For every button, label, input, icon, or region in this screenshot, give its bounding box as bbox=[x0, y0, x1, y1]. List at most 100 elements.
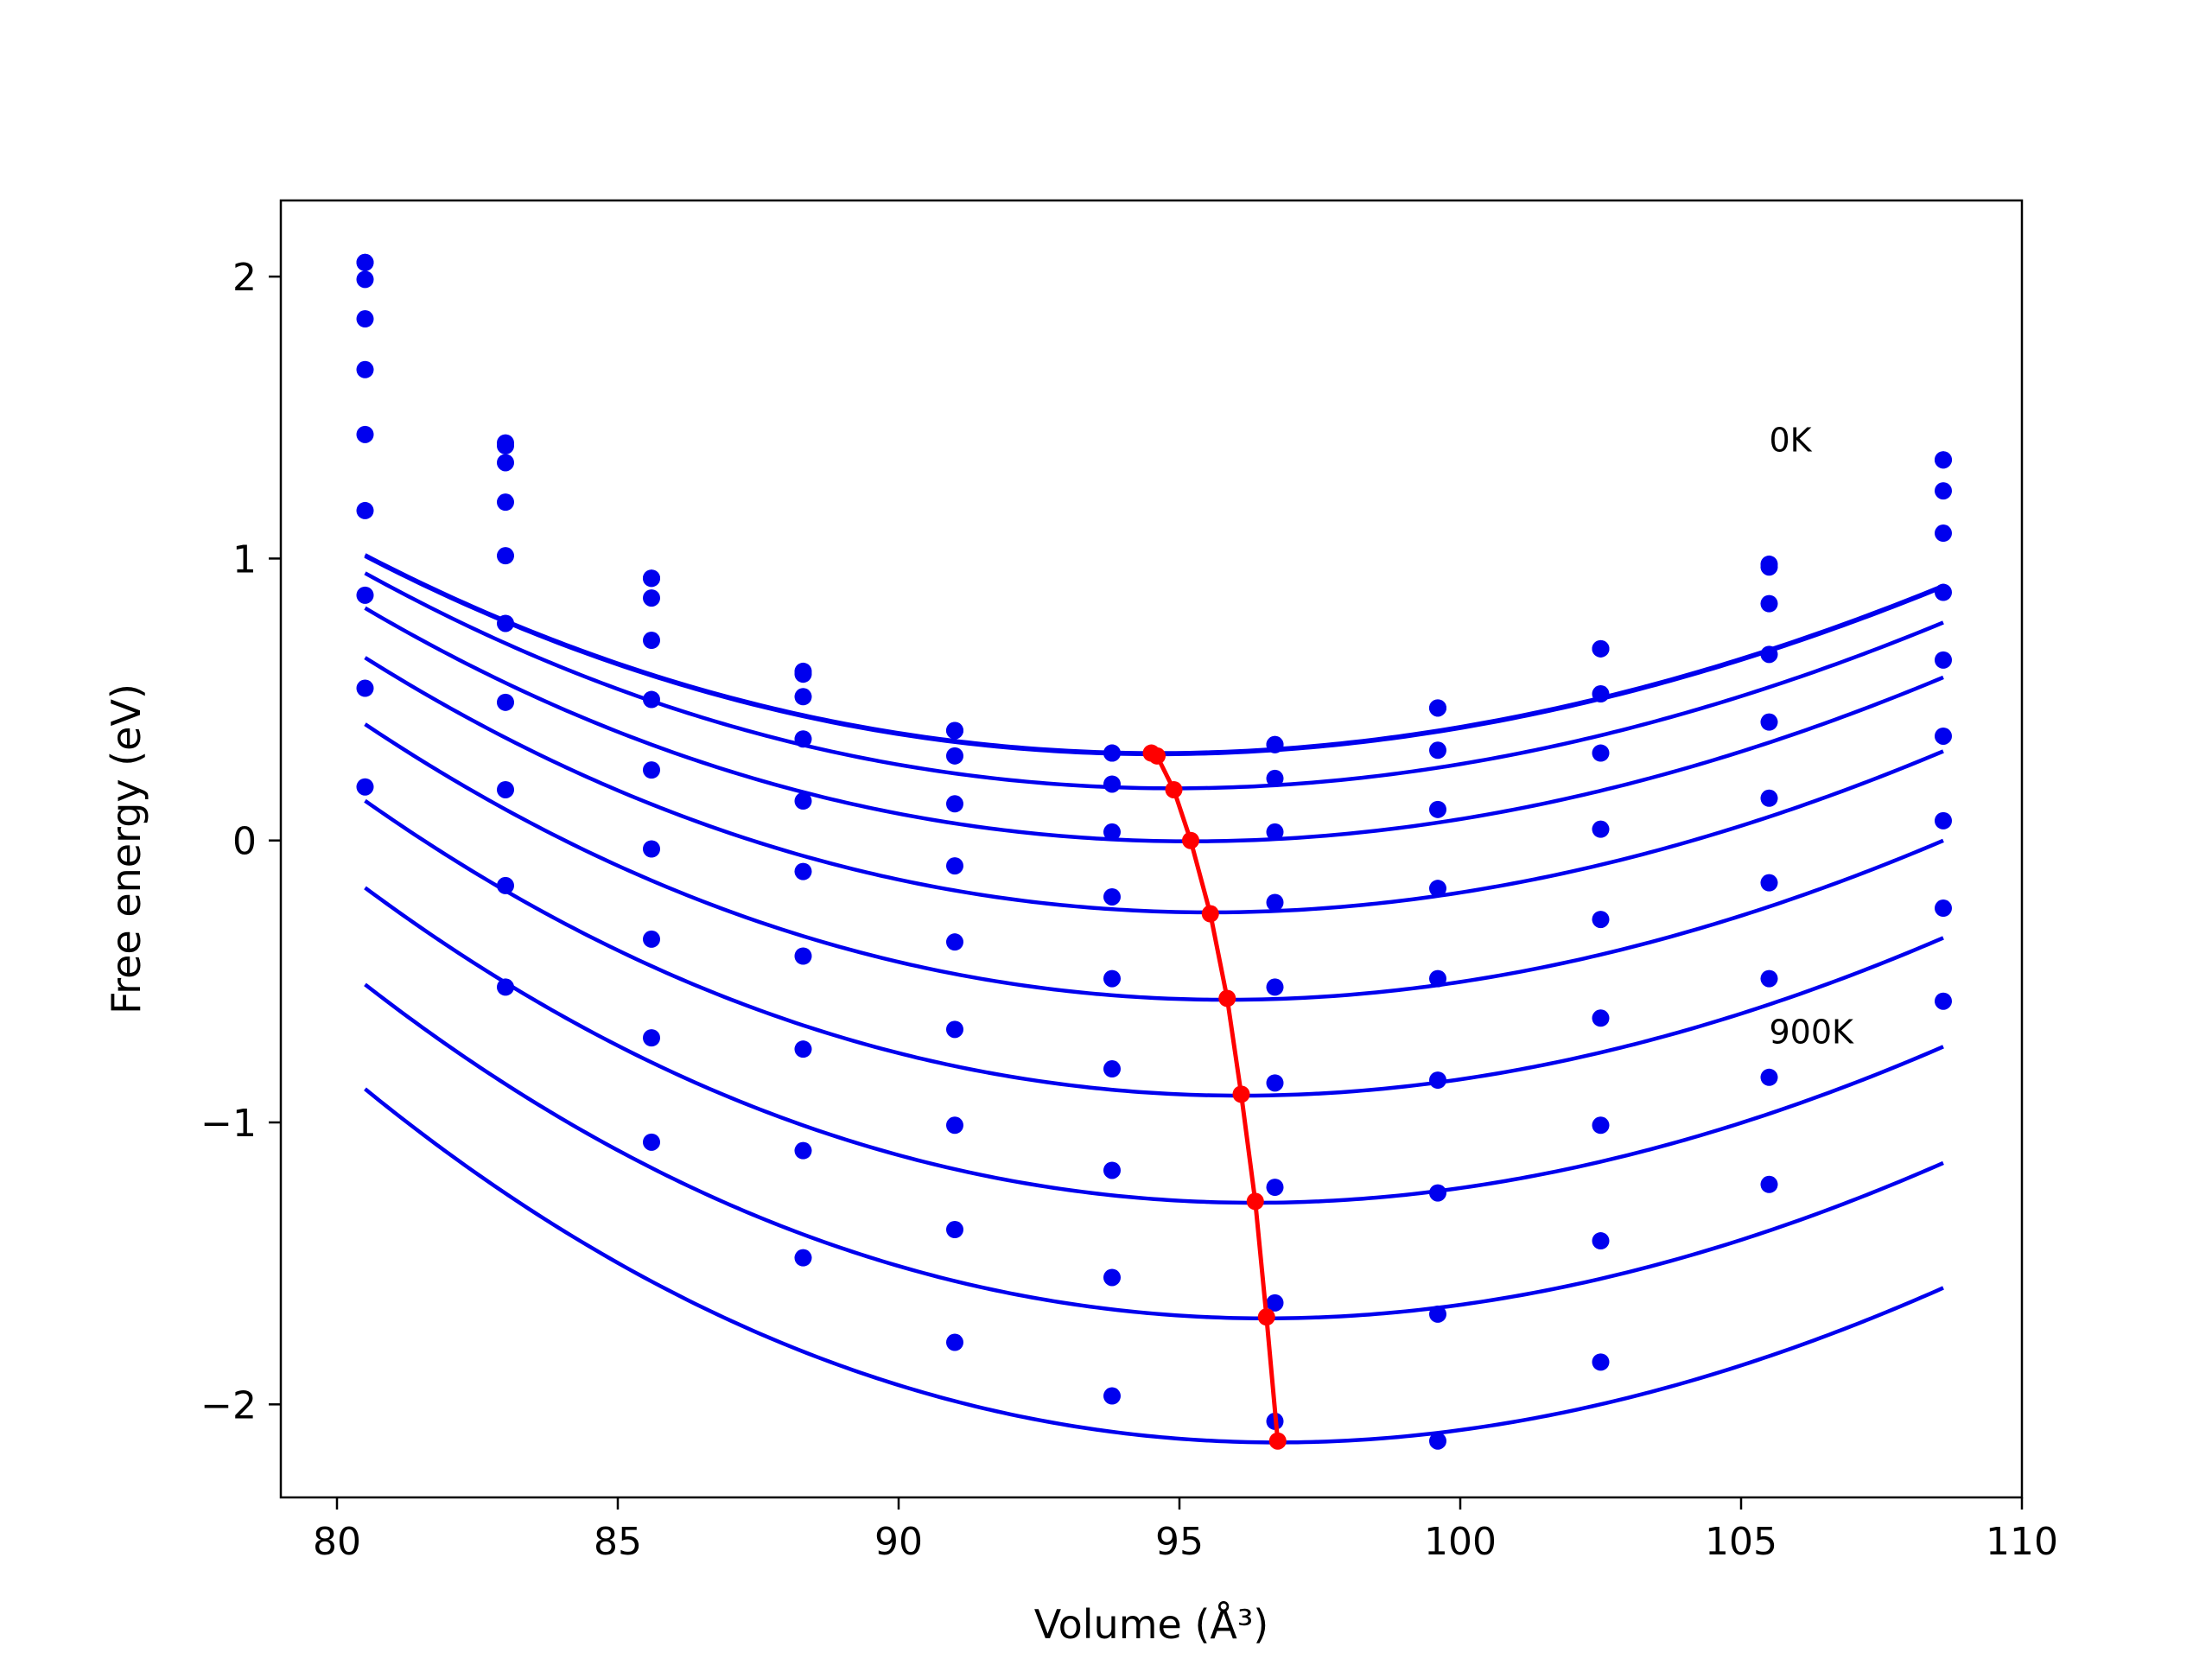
data-point-s2-6 bbox=[1266, 769, 1284, 787]
data-point-s9-10 bbox=[1935, 992, 1952, 1010]
data-point-s1-4 bbox=[946, 721, 963, 740]
x-tick-label-5: 105 bbox=[1705, 1520, 1777, 1564]
data-point-s8-2 bbox=[643, 1029, 660, 1047]
data-point-s6-7 bbox=[1429, 1071, 1446, 1090]
data-point-s1-2 bbox=[643, 569, 660, 588]
data-point-s4-6 bbox=[1266, 893, 1284, 912]
minimum-path-line bbox=[1150, 751, 1281, 1441]
data-point-s7-8 bbox=[1592, 1116, 1610, 1135]
data-point-s6-4 bbox=[946, 1020, 963, 1039]
data-point-s4-1 bbox=[497, 547, 514, 565]
minimum-point-5 bbox=[1218, 989, 1236, 1007]
data-point-s9-5 bbox=[1103, 1387, 1121, 1405]
data-point-s6-6 bbox=[1266, 1074, 1284, 1092]
data-point-s1-10 bbox=[1935, 451, 1952, 469]
data-point-s8-6 bbox=[1266, 1294, 1284, 1312]
data-point-s3-1 bbox=[497, 493, 514, 512]
data-point-s7-10 bbox=[1935, 811, 1952, 830]
data-point-s1-0 bbox=[356, 253, 374, 271]
y-tick-label-1: −1 bbox=[200, 1102, 257, 1146]
x-tick-label-6: 110 bbox=[1986, 1520, 2058, 1564]
fit-curve-6 bbox=[364, 798, 1944, 1098]
minimum-point-6 bbox=[1232, 1085, 1250, 1103]
data-point-s6-0 bbox=[356, 501, 374, 519]
minimum-point-7 bbox=[1246, 1192, 1264, 1211]
minimum-point-4 bbox=[1201, 905, 1219, 923]
data-point-s9-3 bbox=[794, 1249, 812, 1267]
data-point-s7-0 bbox=[356, 586, 374, 604]
data-point-s5-7 bbox=[1429, 969, 1446, 988]
data-point-s4-9 bbox=[1760, 713, 1778, 731]
data-point-s7-2 bbox=[643, 930, 660, 948]
y-tick-label-4: 2 bbox=[232, 256, 257, 300]
data-point-s4-2 bbox=[643, 690, 660, 709]
annotation-0k: 0K bbox=[1770, 421, 1813, 459]
data-point-s2-5 bbox=[1103, 775, 1121, 793]
data-point-s8-3 bbox=[794, 1141, 812, 1160]
data-point-s7-6 bbox=[1266, 1179, 1284, 1197]
data-point-s3-4 bbox=[946, 795, 963, 813]
plot-frame bbox=[279, 199, 2024, 1499]
x-tick-label-1: 85 bbox=[594, 1520, 642, 1564]
x-tick-label-4: 100 bbox=[1424, 1520, 1497, 1564]
data-point-s5-0 bbox=[356, 425, 374, 443]
y-tick-label-3: 1 bbox=[232, 537, 257, 582]
y-axis-label: Free energy (eV) bbox=[103, 683, 149, 1014]
data-point-s3-7 bbox=[1429, 800, 1446, 818]
data-point-s1-5 bbox=[1103, 744, 1121, 762]
data-point-s6-1 bbox=[497, 693, 514, 711]
data-point-s9-7 bbox=[1429, 1432, 1446, 1450]
data-point-s1-8 bbox=[1592, 639, 1610, 658]
data-point-s9-8 bbox=[1592, 1353, 1610, 1371]
data-point-s6-9 bbox=[1760, 874, 1778, 892]
fit-curve-2 bbox=[364, 571, 1944, 791]
data-point-s9-1 bbox=[497, 978, 514, 996]
data-point-s5-2 bbox=[643, 761, 660, 779]
data-point-s4-3 bbox=[794, 792, 812, 810]
data-point-s6-2 bbox=[643, 840, 660, 858]
fit-curve-3 bbox=[364, 606, 1944, 843]
data-point-s2-10 bbox=[1935, 482, 1952, 500]
fit-curve-9 bbox=[364, 1087, 1944, 1445]
data-point-s3-0 bbox=[356, 310, 374, 328]
data-point-s4-8 bbox=[1592, 820, 1610, 838]
data-point-s6-8 bbox=[1592, 1009, 1610, 1027]
data-point-s3-8 bbox=[1592, 744, 1610, 762]
data-point-s7-5 bbox=[1103, 1161, 1121, 1179]
data-point-s2-2 bbox=[643, 589, 660, 607]
data-point-s4-7 bbox=[1429, 880, 1446, 898]
data-point-s3-6 bbox=[1266, 823, 1284, 841]
data-point-s8-10 bbox=[1935, 899, 1952, 918]
data-point-s9-4 bbox=[946, 1333, 963, 1351]
data-point-s5-5 bbox=[1103, 969, 1121, 988]
data-point-s1-1 bbox=[497, 436, 514, 454]
x-tick-label-0: 80 bbox=[313, 1520, 361, 1564]
data-point-s8-1 bbox=[497, 876, 514, 894]
minimum-point-9 bbox=[1268, 1432, 1287, 1450]
x-axis-ticks: 80 85 90 95 100 105 110 bbox=[313, 1497, 2058, 1564]
minimum-point-2 bbox=[1165, 780, 1183, 798]
data-point-s9-0 bbox=[356, 778, 374, 796]
annotation-900k: 900K bbox=[1770, 1014, 1855, 1052]
data-points-group bbox=[356, 253, 1952, 1450]
data-point-s8-7 bbox=[1429, 1305, 1446, 1323]
fit-curve-8 bbox=[364, 982, 1944, 1321]
data-point-s3-9 bbox=[1760, 645, 1778, 664]
y-axis-ticks: −2 −1 0 1 2 bbox=[200, 256, 281, 1427]
data-point-s5-9 bbox=[1760, 789, 1778, 807]
data-point-s3-2 bbox=[643, 632, 660, 650]
data-point-s5-8 bbox=[1592, 911, 1610, 929]
data-point-s5-1 bbox=[497, 614, 514, 632]
y-tick-label-2: 0 bbox=[232, 820, 257, 864]
y-tick-label-0: −2 bbox=[200, 1383, 257, 1427]
data-point-s3-5 bbox=[1103, 823, 1121, 841]
data-point-s2-0 bbox=[356, 270, 374, 289]
minimum-point-8 bbox=[1257, 1308, 1275, 1326]
data-point-s2-3 bbox=[794, 688, 812, 706]
data-point-s6-10 bbox=[1935, 727, 1952, 745]
data-point-s2-9 bbox=[1760, 594, 1778, 613]
x-axis-label: Volume (Å³) bbox=[1034, 1601, 1269, 1648]
data-point-s2-7 bbox=[1429, 741, 1446, 760]
data-point-s8-4 bbox=[946, 1221, 963, 1239]
